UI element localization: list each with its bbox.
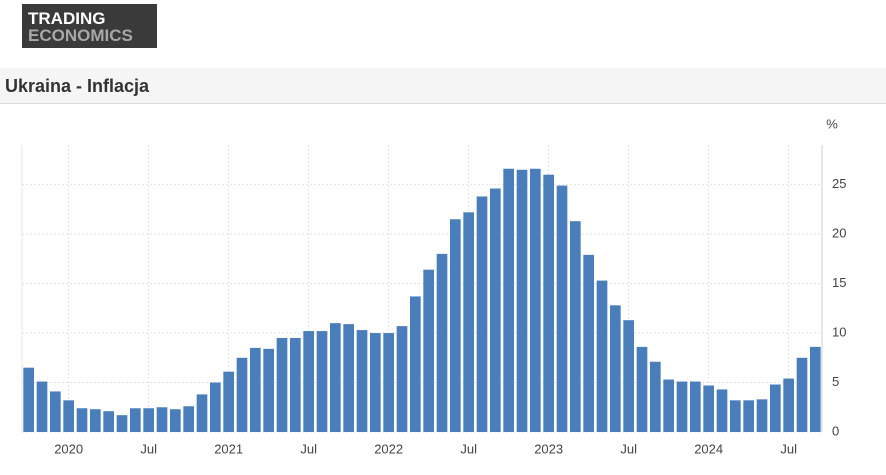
bar — [330, 323, 341, 432]
chart-title: Ukraina - Inflacja — [5, 76, 150, 96]
bar — [623, 320, 634, 432]
bar — [370, 333, 381, 432]
x-tick-label: Jul — [140, 441, 157, 456]
bar — [503, 168, 514, 433]
bar — [90, 409, 101, 432]
x-tick-label: 2020 — [54, 441, 83, 456]
bar — [756, 399, 768, 432]
bar — [423, 269, 434, 432]
bar — [170, 409, 181, 432]
logo-text: ECONOMICS — [28, 26, 133, 45]
bar — [810, 346, 821, 432]
bar — [36, 381, 48, 432]
unit-label: % — [826, 116, 838, 131]
x-tick-label: 2022 — [374, 441, 403, 456]
bar — [556, 185, 568, 432]
y-tick-label: 10 — [832, 324, 846, 339]
bar — [690, 381, 701, 432]
bar — [610, 305, 621, 432]
x-tick-label: 2024 — [694, 441, 723, 456]
bar — [450, 219, 461, 432]
bar — [770, 384, 781, 432]
bar — [183, 406, 194, 432]
bar — [156, 407, 168, 432]
bar — [476, 196, 488, 432]
y-tick-label: 25 — [832, 176, 846, 191]
bar — [396, 326, 408, 432]
logo[interactable]: TRADING ECONOMICS — [22, 4, 157, 48]
y-tick-label: 5 — [832, 374, 839, 389]
y-tick-label: 20 — [832, 226, 846, 241]
bar — [103, 411, 114, 432]
bar — [290, 337, 301, 432]
y-tick-label: 0 — [832, 423, 839, 438]
bar — [250, 347, 261, 432]
bar — [543, 174, 554, 433]
bar — [303, 331, 314, 432]
bar — [116, 415, 128, 432]
bar — [276, 337, 288, 432]
bar — [76, 408, 88, 432]
x-tick-label: 2021 — [214, 441, 243, 456]
bar — [650, 361, 661, 432]
x-tick-label: Jul — [780, 441, 797, 456]
bar — [730, 400, 741, 432]
bar — [130, 408, 141, 432]
bar — [210, 382, 221, 432]
x-tick-label: 2023 — [534, 441, 563, 456]
bar — [583, 254, 594, 432]
bar — [223, 371, 234, 432]
bar — [383, 333, 394, 432]
bar — [63, 400, 74, 432]
bar — [143, 408, 154, 432]
bar — [436, 253, 448, 432]
bar — [663, 379, 674, 432]
bar — [676, 381, 688, 432]
bar — [743, 400, 754, 432]
bar — [783, 378, 794, 432]
bar — [263, 348, 274, 432]
bar — [236, 357, 248, 432]
bar — [343, 324, 354, 432]
bar — [596, 280, 608, 432]
bar — [23, 367, 34, 432]
chart: % 0 5 10 15 20 25 2020 Jul 2021 Jul 2022 Jul 2023 Jul… — [21, 116, 846, 456]
bar — [570, 221, 581, 432]
bar — [530, 168, 541, 433]
x-tick-label: Jul — [620, 441, 637, 456]
bar — [410, 296, 421, 432]
bar — [796, 357, 808, 432]
bar — [490, 188, 501, 432]
bar — [463, 212, 474, 432]
logo-text: TRADING — [28, 9, 106, 28]
title-bar: Ukraina - Inflacja — [0, 68, 886, 104]
bar — [316, 331, 328, 432]
bar — [703, 385, 714, 432]
bar — [516, 169, 528, 432]
x-tick-label: Jul — [300, 441, 317, 456]
y-tick-label: 15 — [832, 275, 846, 290]
bar — [50, 391, 61, 432]
bar — [636, 346, 648, 432]
bar — [356, 330, 368, 432]
x-tick-label: Jul — [460, 441, 477, 456]
bar — [716, 389, 728, 432]
bar — [196, 394, 208, 432]
